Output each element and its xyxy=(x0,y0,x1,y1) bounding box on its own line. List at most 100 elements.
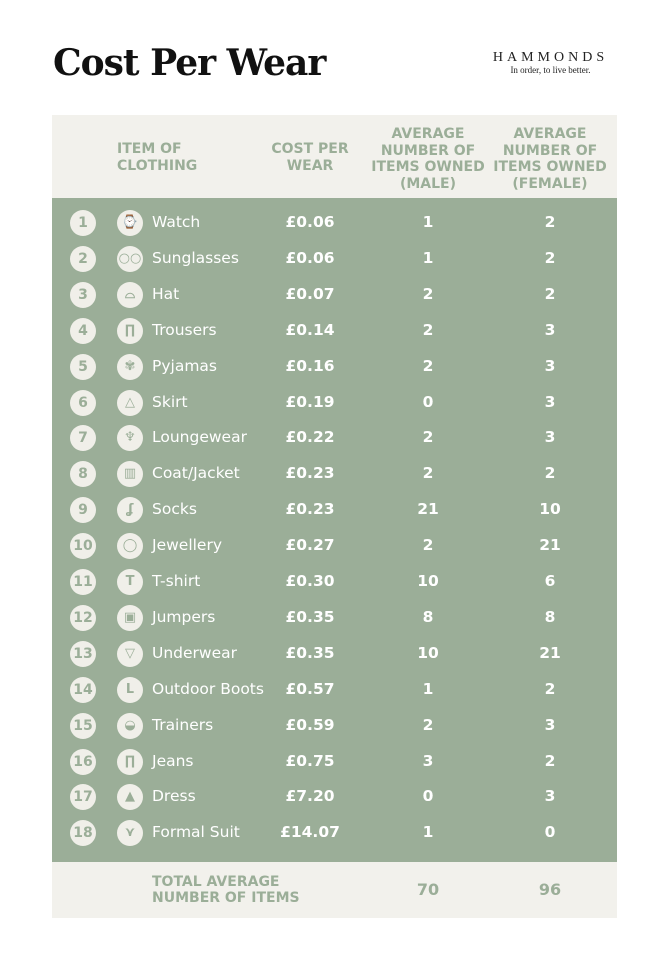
female-value: 2 xyxy=(544,284,556,303)
table-row: 17 ▲ Dress £7.20 0 3 xyxy=(52,779,617,815)
cost-value: £14.07 xyxy=(280,823,340,842)
male-value: 2 xyxy=(422,284,434,303)
item-name: Jumpers xyxy=(152,607,216,626)
table-row: 8 ▥ Coat/Jacket £0.23 2 2 xyxy=(52,456,617,492)
cost-value: £0.35 xyxy=(285,607,335,626)
item-name: T-shirt xyxy=(152,572,201,590)
rank-badge: 18 xyxy=(70,820,96,847)
female-value: 10 xyxy=(539,500,561,519)
cost-value: £0.59 xyxy=(285,715,335,734)
male-value: 1 xyxy=(422,823,434,842)
rank-badge: 17 xyxy=(70,784,96,811)
rank-badge: 15 xyxy=(70,712,96,739)
item-name: Sunglasses xyxy=(152,248,239,267)
socks-icon: ʆ xyxy=(117,497,143,524)
cost-value: £0.27 xyxy=(285,536,335,555)
female-value: 3 xyxy=(544,356,556,375)
female-value: 2 xyxy=(544,679,556,698)
rank-badge: 1 xyxy=(70,210,96,236)
item-name: Skirt xyxy=(152,392,188,411)
table-row: 16 ∏ Jeans £0.75 3 2 xyxy=(52,744,617,780)
cost-value: £0.57 xyxy=(285,679,335,698)
rank-badge: 9 xyxy=(70,497,96,524)
table-row: 15 ◒ Trainers £0.59 2 3 xyxy=(52,708,617,744)
cost-value: £0.14 xyxy=(285,320,335,339)
male-value: 2 xyxy=(422,536,434,555)
watch-icon: ⌚ xyxy=(117,210,143,236)
trousers-icon: ∏ xyxy=(117,317,143,344)
item-name: Hat xyxy=(152,284,180,303)
jeans-icon: ∏ xyxy=(117,748,143,775)
cost-value: £0.19 xyxy=(285,392,335,411)
item-name: Pyjamas xyxy=(152,356,217,375)
cost-value: £0.07 xyxy=(285,284,335,303)
total-female: 96 xyxy=(538,880,562,899)
male-value: 0 xyxy=(422,787,434,806)
item-name: Outdoor Boots xyxy=(152,679,264,698)
table-row: 10 ◯ Jewellery £0.27 2 21 xyxy=(52,528,617,564)
table-row: 4 ∏ Trousers £0.14 2 3 xyxy=(52,313,617,349)
male-value: 10 xyxy=(417,572,439,590)
male-value: 2 xyxy=(422,428,434,447)
male-value: 2 xyxy=(422,356,434,375)
underwear-icon: ▽ xyxy=(117,640,143,667)
total-male: 70 xyxy=(416,880,440,899)
cost-value: £0.06 xyxy=(285,248,335,267)
header-female: AVERAGE NUMBER OF ITEMS OWNED (FEMALE) xyxy=(493,126,607,192)
male-value: 8 xyxy=(422,607,434,626)
brand-name: HAMMONDS xyxy=(492,50,609,65)
cost-value: £0.16 xyxy=(285,356,335,375)
female-value: 0 xyxy=(544,823,556,842)
item-name: Dress xyxy=(152,787,196,806)
jewellery-icon: ◯ xyxy=(117,533,143,560)
rank-badge: 3 xyxy=(70,281,96,308)
cost-value: £0.06 xyxy=(285,213,335,231)
sunglasses-icon: ○○ xyxy=(117,245,143,272)
table-row: 13 ▽ Underwear £0.35 10 21 xyxy=(52,636,617,672)
loungewear-icon: ♆ xyxy=(117,425,143,452)
trainer-icon: ◒ xyxy=(117,712,143,739)
skirt-icon: △ xyxy=(117,389,143,416)
table-row: 9 ʆ Socks £0.23 21 10 xyxy=(52,492,617,528)
cost-value: £0.35 xyxy=(285,643,335,662)
male-value: 2 xyxy=(422,715,434,734)
male-value: 1 xyxy=(422,248,434,267)
header-cost: COST PER WEAR xyxy=(271,141,349,174)
female-value: 2 xyxy=(544,751,556,770)
cost-value: £7.20 xyxy=(285,787,335,806)
female-value: 3 xyxy=(544,787,556,806)
male-value: 1 xyxy=(422,679,434,698)
rank-badge: 2 xyxy=(70,245,96,272)
brand-tagline: In order, to live better. xyxy=(510,65,591,75)
table-row: 12 ▣ Jumpers £0.35 8 8 xyxy=(52,600,617,636)
rank-badge: 16 xyxy=(70,748,96,775)
item-name: Formal Suit xyxy=(152,823,240,842)
header-item: ITEM OF CLOTHING xyxy=(117,141,198,174)
female-value: 8 xyxy=(544,607,556,626)
rank-badge: 5 xyxy=(70,353,96,380)
male-value: 1 xyxy=(422,213,434,231)
jumper-icon: ▣ xyxy=(117,604,143,631)
female-value: 2 xyxy=(544,464,556,483)
brand-logo: HAMMONDS In order, to live better. xyxy=(478,50,623,75)
female-value: 2 xyxy=(544,248,556,267)
table-row: 3 ⌓ Hat £0.07 2 2 xyxy=(52,277,617,313)
suit-icon: ⋎ xyxy=(117,820,143,847)
coat-icon: ▥ xyxy=(117,461,143,488)
boot-icon: ᒪ xyxy=(117,676,143,703)
header-male: AVERAGE NUMBER OF ITEMS OWNED (MALE) xyxy=(371,126,485,192)
male-value: 0 xyxy=(422,392,434,411)
table-row: 11 T T-shirt £0.30 10 6 xyxy=(52,564,617,600)
table-footer: TOTAL AVERAGE NUMBER OF ITEMS 70 96 xyxy=(52,862,617,918)
rank-badge: 4 xyxy=(70,317,96,344)
cost-value: £0.23 xyxy=(285,500,335,519)
rank-badge: 8 xyxy=(70,461,96,488)
table-row: 7 ♆ Loungewear £0.22 2 3 xyxy=(52,420,617,456)
table-row: 5 ✾ Pyjamas £0.16 2 3 xyxy=(52,349,617,385)
female-value: 3 xyxy=(544,392,556,411)
item-name: Coat/Jacket xyxy=(152,464,240,483)
hat-icon: ⌓ xyxy=(117,281,143,308)
item-name: Socks xyxy=(152,500,197,519)
page-title: Cost Per Wear xyxy=(53,42,326,84)
